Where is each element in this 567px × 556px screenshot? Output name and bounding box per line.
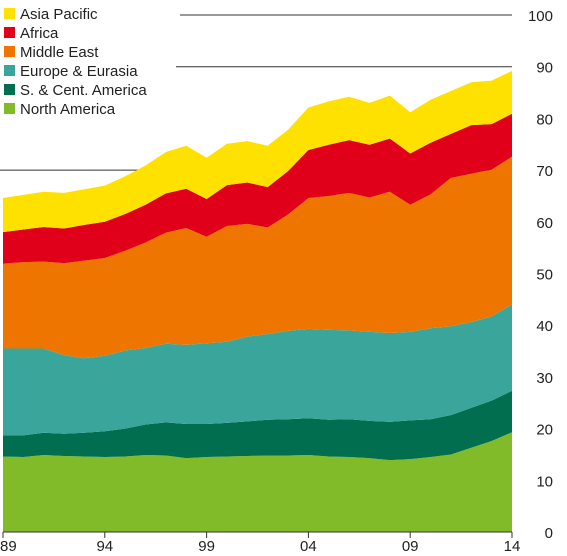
x-tick-label: 94	[96, 538, 113, 555]
x-axis-ticks: 89 94 99 04 09 14	[0, 531, 521, 555]
y-axis-ticks: 0 10 20 30 40 50 60 70 80 90 100	[528, 8, 553, 542]
legend-label: Middle East	[20, 44, 99, 61]
y-tick-label: 30	[536, 370, 553, 387]
legend: Asia Pacific Africa Middle East Europe & Eu…	[4, 6, 147, 118]
y-tick-label: 60	[536, 215, 553, 232]
y-tick-label: 70	[536, 163, 553, 180]
legend-swatch	[4, 46, 15, 57]
y-tick-label: 50	[536, 267, 553, 284]
y-tick-label: 40	[536, 318, 553, 335]
y-tick-label: 100	[528, 8, 553, 25]
legend-label: North America	[20, 101, 116, 118]
legend-swatch	[4, 103, 15, 114]
y-tick-label: 0	[545, 525, 553, 542]
area-africa	[3, 113, 512, 264]
y-tick-label: 20	[536, 422, 553, 439]
legend-swatch	[4, 8, 15, 19]
area-europe-eurasia	[3, 304, 512, 436]
area-middle-east	[3, 156, 512, 359]
y-tick-label: 90	[536, 60, 553, 77]
x-tick-label: 09	[402, 538, 419, 555]
legend-swatch	[4, 84, 15, 95]
y-tick-label: 80	[536, 111, 553, 128]
legend-label: Asia Pacific	[20, 6, 98, 23]
area-series-group	[3, 70, 512, 532]
y-tick-label: 10	[536, 473, 553, 490]
x-tick-label: 04	[300, 538, 317, 555]
legend-label: Europe & Eurasia	[20, 63, 138, 80]
legend-label: Africa	[20, 25, 59, 42]
legend-swatch	[4, 27, 15, 38]
area-s-cent-america	[3, 390, 512, 461]
legend-swatch	[4, 65, 15, 76]
area-north-america	[3, 432, 512, 532]
x-tick-label: 89	[0, 538, 17, 555]
x-tick-label: 14	[504, 538, 521, 555]
x-tick-label: 99	[198, 538, 215, 555]
area-asia-pacific	[3, 70, 512, 233]
legend-label: S. & Cent. America	[20, 82, 147, 99]
